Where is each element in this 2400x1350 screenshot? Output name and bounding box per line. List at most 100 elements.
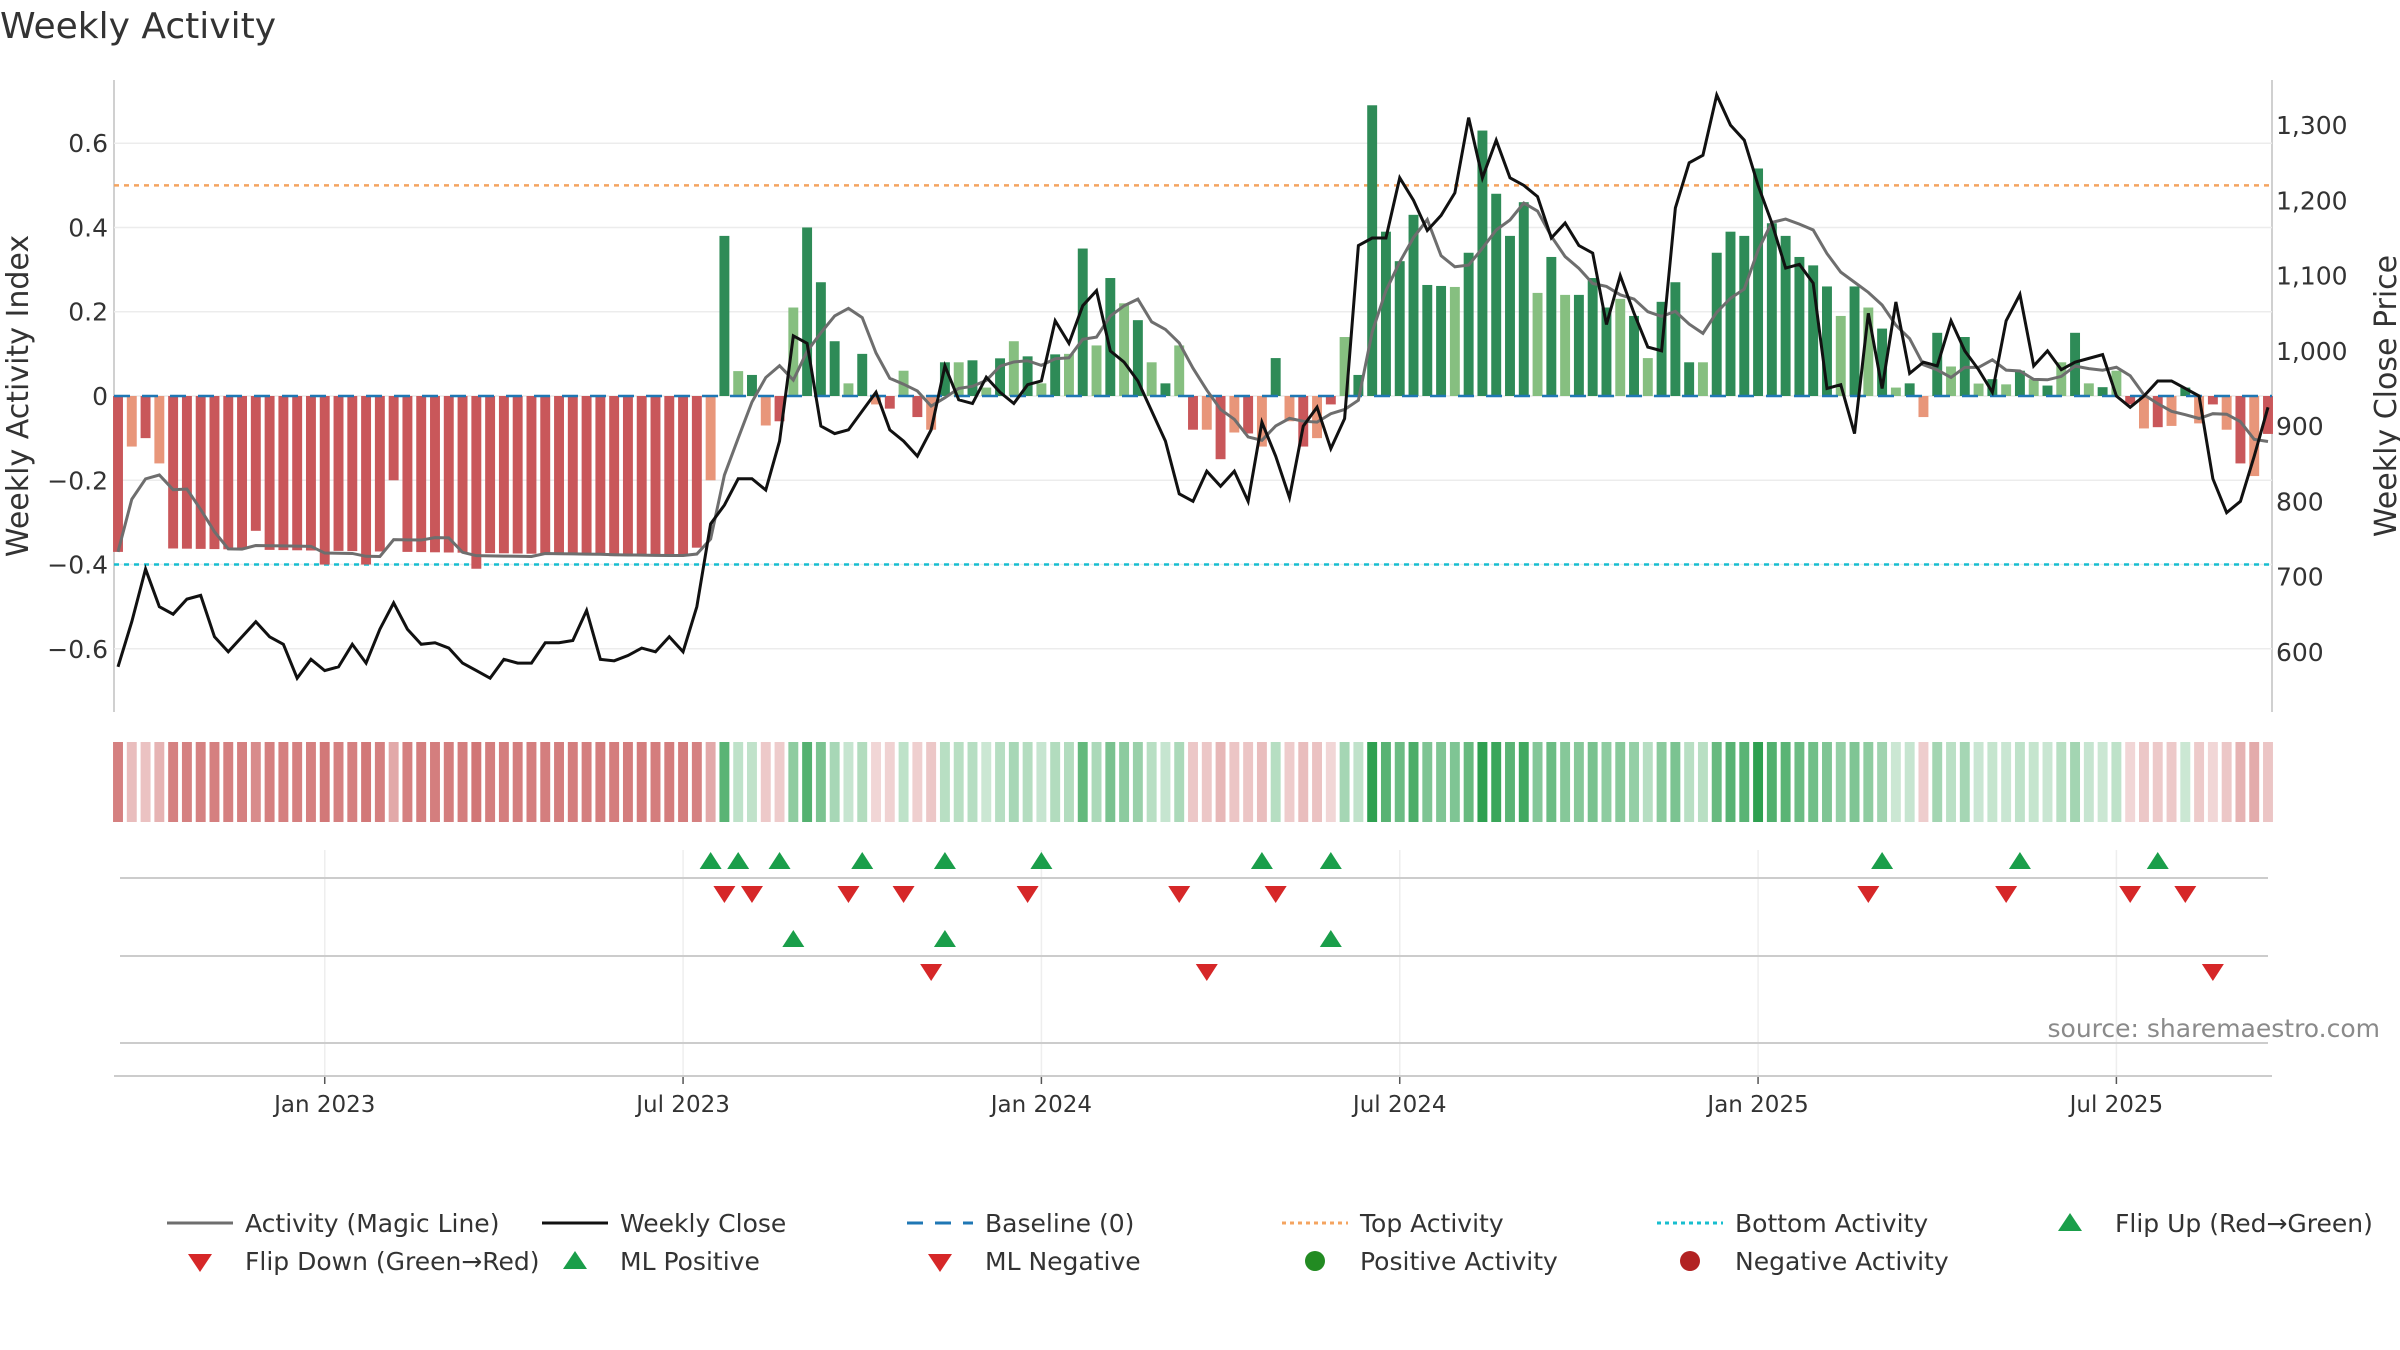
flip-up-marker (699, 852, 722, 869)
activity-strip-cell (871, 742, 881, 822)
ml-negative-marker (1195, 964, 1218, 981)
activity-strip-cell (264, 742, 275, 822)
activity-strip-cell (636, 742, 647, 822)
flip-down-icon (188, 1254, 212, 1272)
activity-bar (843, 383, 854, 396)
activity-strip-cell (361, 742, 372, 822)
activity-strip-cell (953, 742, 964, 822)
activity-bar (1877, 328, 1888, 396)
activity-strip-cell (1270, 742, 1281, 822)
activity-strip-cell (2056, 742, 2067, 822)
activity-strip-cell (526, 742, 537, 822)
activity-strip-cell (1518, 742, 1529, 822)
activity-strip-cell (1463, 742, 1474, 822)
flip-down-marker (1016, 886, 1039, 903)
activity-bar (1780, 235, 1791, 396)
activity-strip-cell (884, 742, 895, 822)
activity-bar (1904, 383, 1915, 396)
activity-bar (2194, 396, 2205, 424)
ml-positive-marker (933, 930, 956, 947)
activity-strip-cell (843, 742, 854, 822)
activity-strip-cell (498, 742, 509, 822)
activity-strip-cell (1449, 742, 1460, 822)
activity-bar (760, 396, 771, 426)
activity-bar (815, 282, 826, 396)
activity-bar (402, 396, 413, 552)
activity-bar (1105, 278, 1116, 396)
activity-strip-cell (1022, 742, 1033, 822)
activity-bar (2207, 396, 2218, 405)
activity-strip-cell (2111, 742, 2122, 822)
legend-label: Positive Activity (1360, 1246, 1558, 1276)
activity-strip-cell (1091, 742, 1102, 822)
activity-strip-cell (2097, 742, 2108, 822)
activity-bar (1573, 294, 1584, 396)
activity-strip-cell (2221, 742, 2232, 822)
activity-strip-cell (1725, 742, 1736, 822)
activity-strip-cell (168, 742, 179, 822)
activity-strip-cell (2180, 742, 2191, 822)
activity-bar (1697, 362, 1708, 396)
activity-bar (140, 396, 151, 439)
activity-bar (1284, 396, 1295, 422)
flip-down-marker (2174, 886, 2197, 903)
activity-bar (2056, 362, 2067, 396)
activity-strip-cell (1243, 742, 1254, 822)
activity-bar (223, 396, 234, 550)
chart-title: Weekly Activity (0, 6, 277, 47)
activity-bar (209, 396, 220, 550)
activity-bar (939, 362, 950, 396)
weekly-close-line (116, 90, 2270, 682)
activity-strip-cell (1684, 742, 1695, 822)
activity-strip-cell (664, 742, 675, 822)
activity-bar (1753, 168, 1764, 396)
activity-bar (733, 371, 744, 396)
activity-bar (1670, 282, 1681, 396)
activity-bar (2028, 379, 2039, 396)
activity-strip-cell (2235, 742, 2246, 822)
activity-strip-cell (140, 742, 151, 822)
activity-bar (1091, 345, 1102, 396)
activity-strip-cell (1380, 742, 1391, 822)
activity-bar (1201, 396, 1212, 430)
activity-strip-cell (1601, 742, 1612, 822)
legend-item-flip-down: Flip Down (Green→Red) (165, 1246, 540, 1276)
activity-bar (1050, 354, 1061, 396)
activity-bar (540, 396, 551, 554)
y2-tick-label: 1,200 (2276, 186, 2348, 215)
activity-strip-cell (1105, 742, 1116, 822)
activity-bar (347, 396, 358, 552)
activity-strip-cell (1174, 742, 1185, 822)
activity-bar (113, 396, 123, 552)
flip-down-marker (837, 886, 860, 903)
activity-strip-cell (2207, 742, 2218, 822)
activity-strip-cell (829, 742, 840, 822)
activity-bar (1587, 278, 1598, 396)
flip-down-marker (1168, 886, 1191, 903)
ml-negative-marker (2201, 964, 2224, 981)
activity-bar (2083, 383, 2094, 396)
activity-bar (1077, 248, 1088, 396)
activity-strip-cell (1808, 742, 1819, 822)
activity-strip-cell (1146, 742, 1157, 822)
activity-strip-cell (1215, 742, 1226, 822)
activity-strip-cell (113, 742, 123, 822)
activity-strip-cell (2263, 742, 2273, 822)
x-tick-label: Jan 2023 (272, 1092, 375, 1118)
activity-bar (2042, 385, 2053, 396)
activity-bar (333, 396, 344, 551)
activity-strip-cell (209, 742, 220, 822)
activity-bar (1890, 387, 1901, 396)
y-tick-label: 0.6 (68, 129, 108, 158)
activity-bar (622, 396, 633, 556)
activity-bar (774, 396, 785, 422)
activity-bar (1353, 374, 1364, 396)
flip-down-marker (1264, 886, 1287, 903)
legend-label: Negative Activity (1735, 1246, 1949, 1276)
activity-bar (1505, 235, 1515, 396)
legend-item-bottom-activity: Bottom Activity (1655, 1208, 1928, 1238)
activity-bar (1367, 105, 1378, 396)
activity-bar (2235, 396, 2246, 464)
activity-strip-cell (430, 742, 440, 822)
activity-bar (664, 396, 675, 556)
